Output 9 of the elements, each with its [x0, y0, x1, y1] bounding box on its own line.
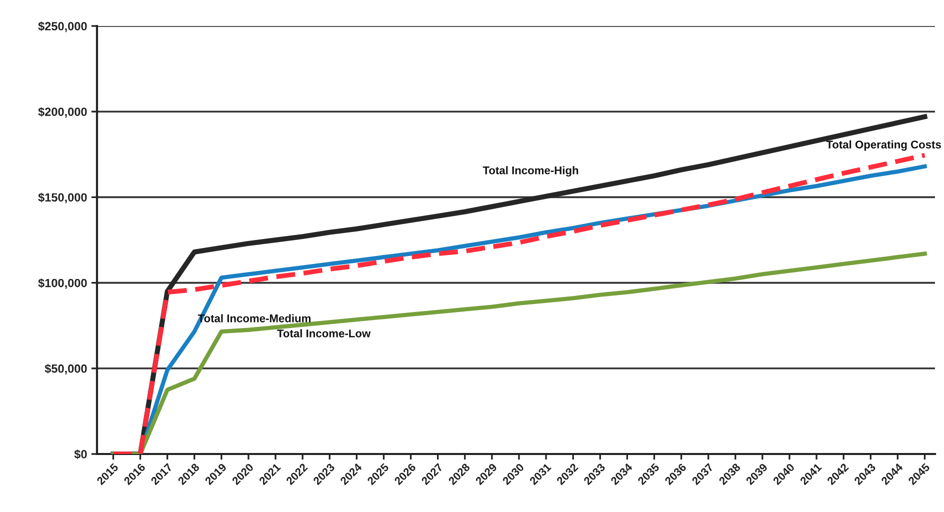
y-tick-label: $0	[74, 450, 87, 460]
y-tick-label: $250,000	[38, 22, 87, 32]
series-label: Total Income-Low	[277, 329, 371, 338]
series-label: Total Operating Costs	[826, 140, 941, 151]
series-label: Total Income-High	[482, 166, 578, 177]
y-tick-label: $200,000	[38, 107, 87, 118]
y-tick-label: $100,000	[38, 278, 87, 289]
y-tick-label: $150,000	[38, 192, 87, 204]
y-tick-label: $50,000	[44, 364, 87, 375]
